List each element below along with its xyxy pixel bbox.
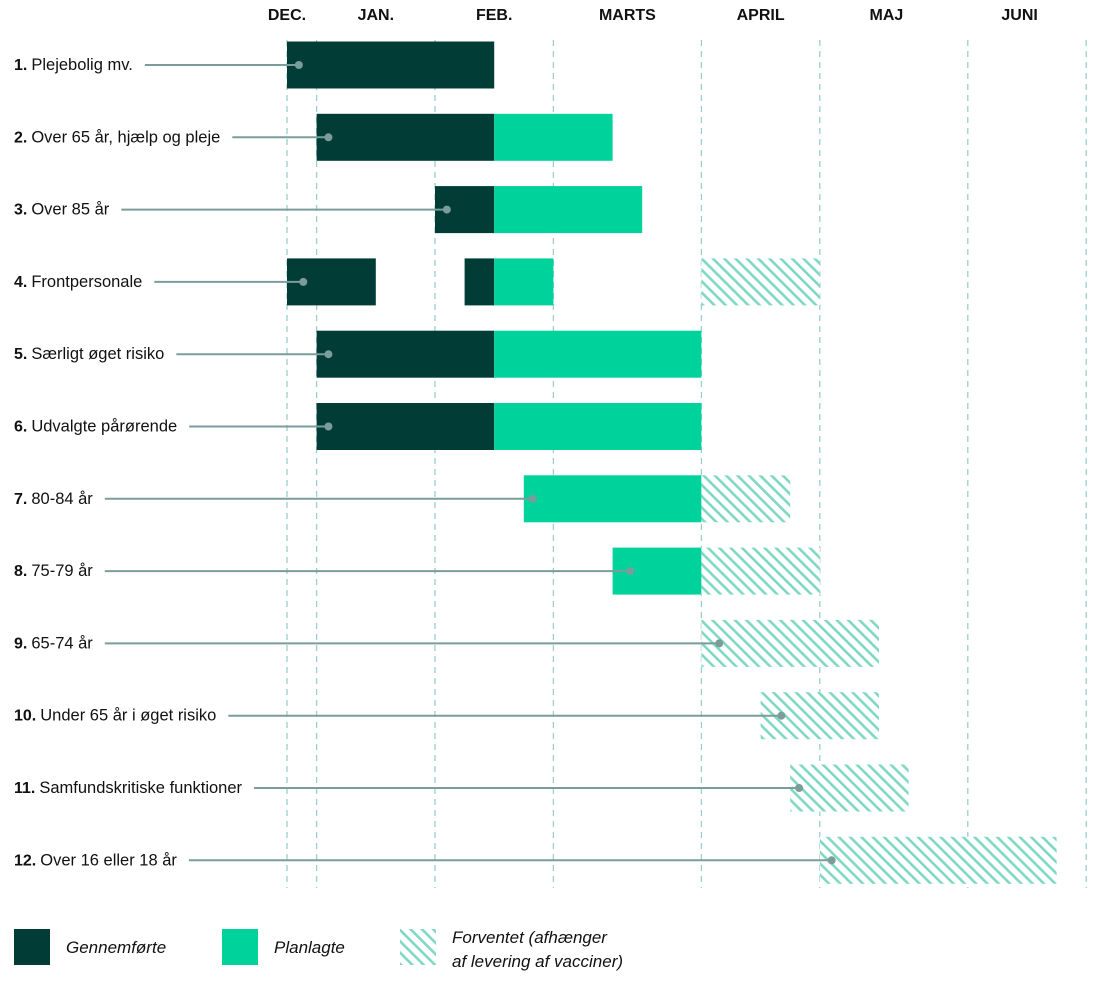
row-label-6: Udvalgte pårørende — [31, 418, 177, 436]
bar-row-3-planned-1 — [494, 186, 643, 234]
row-label-7: 80-84 år — [31, 490, 93, 508]
bar-row-4-expected-3 — [701, 258, 820, 306]
connector-dot-10 — [777, 711, 786, 720]
row-number-9: 9. — [14, 635, 27, 652]
row-label-10: Under 65 år i øget risiko — [40, 707, 216, 725]
row-number-10: 10. — [14, 708, 36, 725]
row-number-6: 6. — [14, 419, 27, 436]
legend-swatch-expected — [400, 929, 436, 965]
gridlines — [286, 40, 1087, 888]
connector-dot-6 — [324, 422, 333, 431]
legend-label-expected-1: af levering af vacciner) — [452, 952, 623, 971]
bar-row-6-completed-0 — [316, 403, 495, 450]
row-label-12: Over 16 eller 18 år — [40, 851, 177, 869]
bar-row-4-completed-1 — [464, 258, 495, 306]
row-number-11: 11. — [14, 780, 35, 797]
month-label-1: JAN. — [358, 7, 394, 24]
bar-row-11-expected-0 — [790, 764, 909, 812]
row-number-4: 4. — [14, 274, 27, 291]
month-label-0: DEC. — [268, 7, 306, 24]
row-number-8: 8. — [14, 563, 27, 580]
row-label-8: 75-79 år — [31, 562, 93, 580]
bar-row-4-planned-2 — [494, 258, 554, 306]
row-label-11: Samfundskritiske funktioner — [39, 779, 242, 797]
connector-dot-2 — [324, 133, 333, 142]
row-number-12: 12. — [14, 852, 36, 869]
legend-swatch-planned — [222, 929, 258, 965]
month-label-4: APRIL — [737, 7, 785, 24]
connector-dot-5 — [324, 350, 333, 359]
row-label-4: Frontpersonale — [31, 273, 142, 291]
row-number-5: 5. — [14, 346, 27, 363]
month-label-5: MAJ — [870, 7, 904, 24]
bar-row-1-completed-0 — [287, 41, 495, 89]
month-label-3: MARTS — [599, 7, 656, 24]
legend-label-expected-0: Forventet (afhænger — [452, 928, 608, 947]
connector-dot-7 — [528, 494, 537, 503]
bar-row-6-planned-1 — [494, 403, 702, 450]
connector-dot-12 — [827, 856, 836, 865]
bar-row-9-expected-0 — [701, 619, 879, 667]
connector-dot-9 — [715, 639, 724, 648]
connectors — [104, 61, 836, 865]
month-axis: DEC. JAN. FEB. MARTS APRIL MAJ JUNI — [268, 7, 1038, 24]
row-label-3: Over 85 år — [31, 201, 109, 219]
legend: Gennemførte Planlagte Forventet (afhænger a… — [14, 928, 623, 971]
row-label-1: Plejebolig mv. — [31, 56, 133, 74]
row-number-3: 3. — [14, 202, 27, 219]
bar-row-12-expected-0 — [819, 836, 1057, 884]
bar-row-5-completed-0 — [316, 330, 495, 378]
connector-dot-11 — [795, 784, 804, 792]
row-labels: 1. Plejebolig mv. 2. Over 65 år, hjælp og p… — [14, 56, 243, 869]
connector-dot-1 — [294, 61, 303, 69]
connector-dot-4 — [299, 277, 308, 286]
legend-label-completed-0: Gennemførte — [66, 938, 166, 957]
month-label-2: FEB. — [476, 7, 512, 24]
bar-row-2-planned-1 — [494, 113, 613, 161]
row-label-5: Særligt øget risiko — [31, 345, 164, 363]
bar-row-7-expected-1 — [701, 475, 791, 523]
legend-swatch-completed — [14, 929, 50, 965]
row-number-2: 2. — [14, 129, 27, 146]
row-label-2: Over 65 år, hjælp og pleje — [31, 128, 220, 146]
row-number-1: 1. — [14, 57, 27, 74]
row-label-9: 65-74 år — [31, 634, 93, 652]
bar-row-8-expected-1 — [701, 547, 820, 595]
bar-row-2-completed-0 — [316, 113, 495, 161]
bar-row-7-planned-0 — [523, 475, 702, 523]
legend-label-planned-0: Planlagte — [274, 938, 345, 957]
bar-row-5-planned-1 — [494, 330, 702, 378]
connector-dot-8 — [626, 567, 635, 576]
row-number-7: 7. — [14, 491, 27, 508]
bars — [287, 41, 1057, 884]
connector-dot-3 — [442, 205, 451, 214]
month-label-6: JUNI — [1001, 7, 1037, 24]
